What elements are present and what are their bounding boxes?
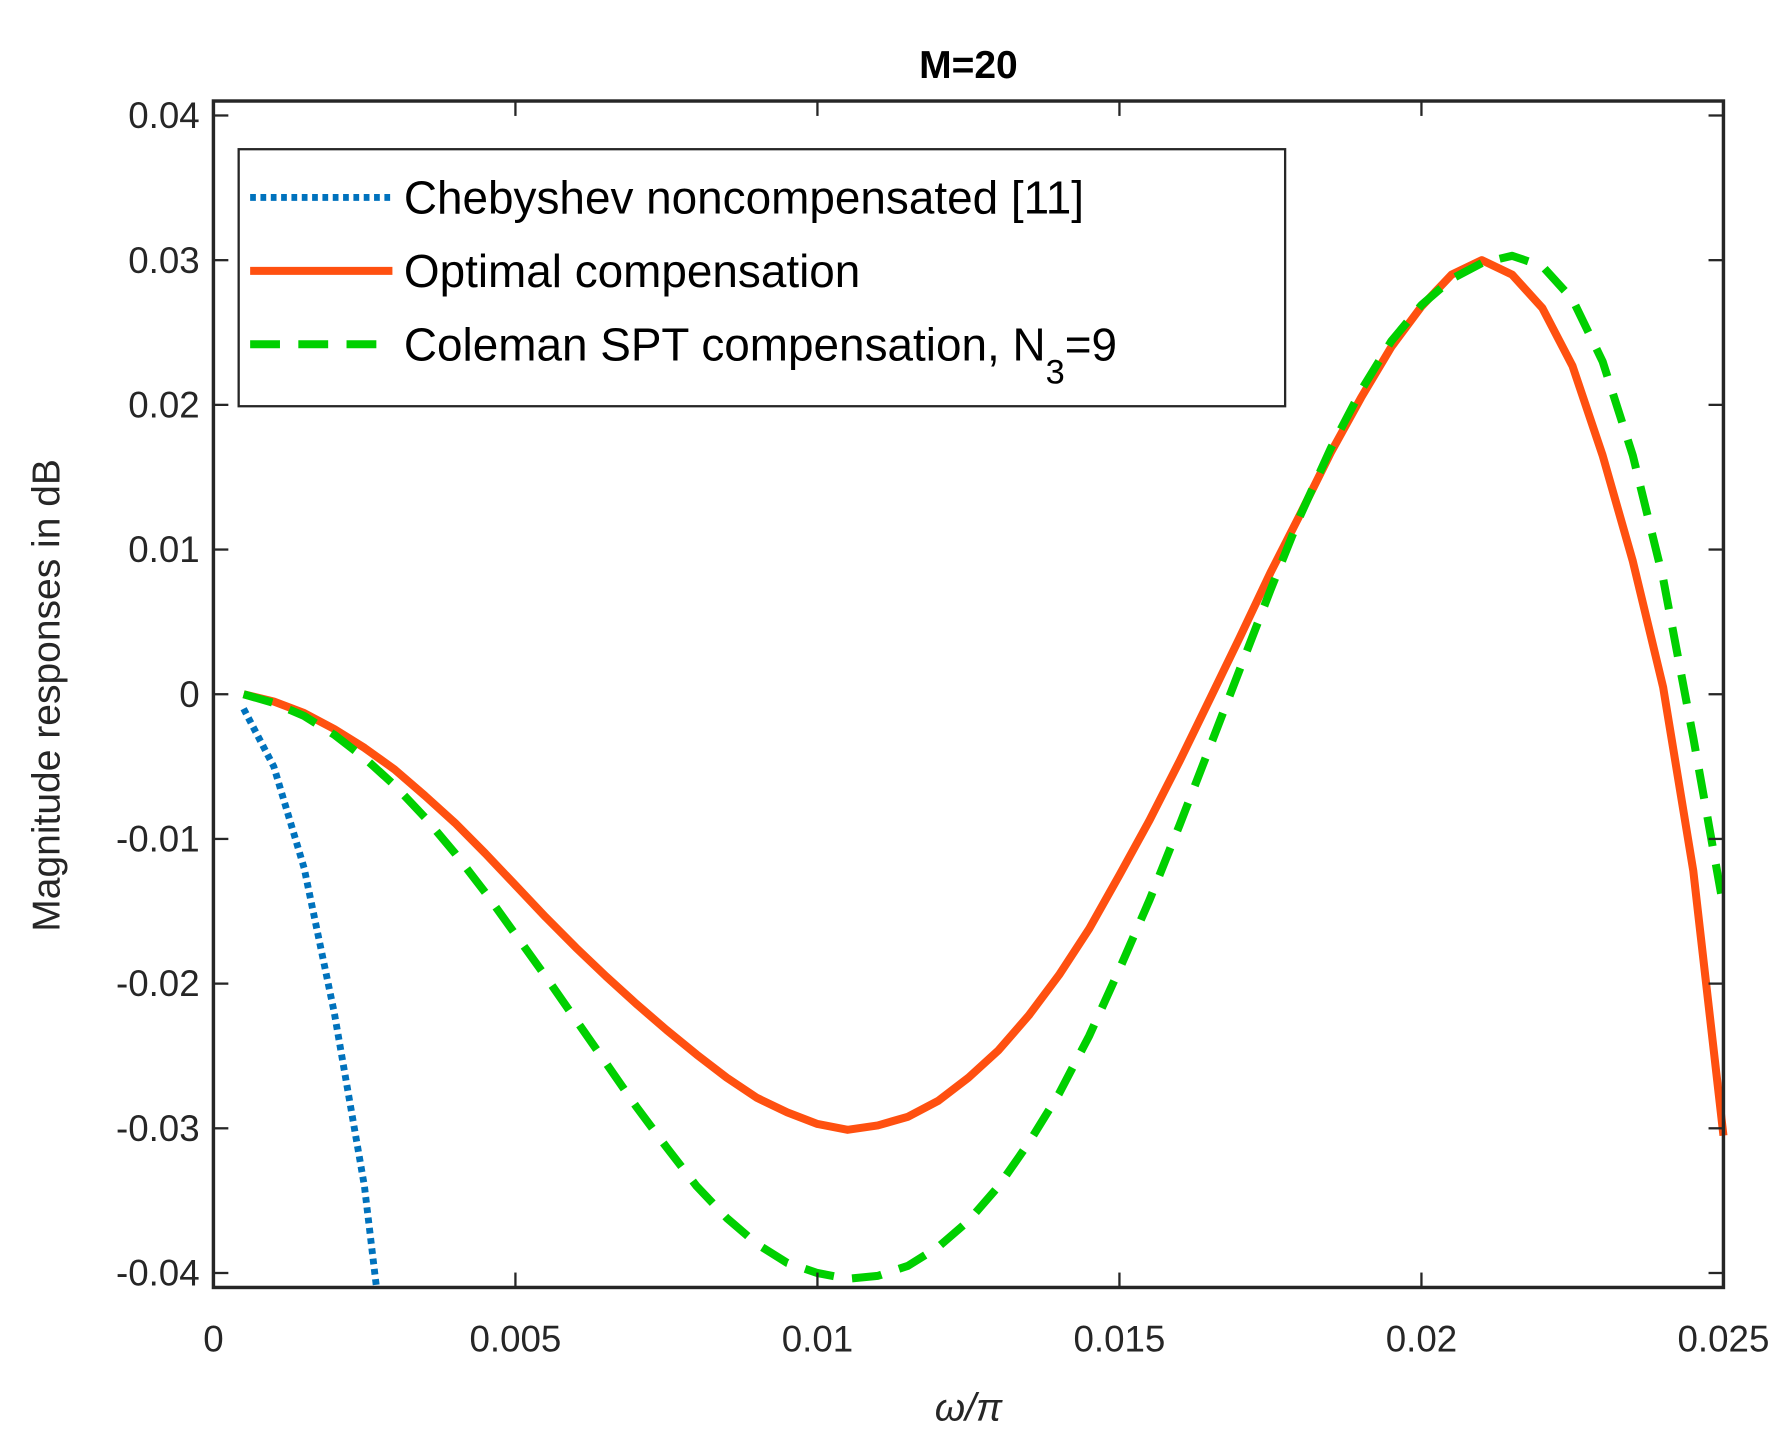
y-tick-label: -0.01 [116,819,200,860]
series-line-chebyshev [240,707,380,1288]
legend-label-coleman-main: Coleman SPT compensation, N [404,318,1046,370]
x-tick-label: 0.015 [1074,1319,1166,1360]
plot-lines [240,251,1728,1288]
x-tick-label: 0 [203,1319,223,1360]
y-tick-label: -0.02 [116,963,200,1004]
legend-label-optimal: Optimal compensation [404,245,860,297]
legend-label-coleman-subscript: 3 [1046,353,1065,391]
series-line-coleman [242,251,1728,1283]
y-tick-label: 0.01 [128,529,199,570]
y-tick-label: 0.02 [128,384,199,425]
x-tick-label: 0.025 [1678,1319,1770,1360]
y-tick-label: 0.04 [128,95,199,136]
y-tick-label: 0 [179,674,199,715]
x-axis-label: ω/π [935,1387,1003,1430]
legend-label-chebyshev: Chebyshev noncompensated [11] [404,171,1084,223]
x-tick-label: 0.01 [782,1319,853,1360]
x-tick-label: 0.005 [469,1319,561,1360]
legend-label-coleman: Coleman SPT compensation, N3=9 [404,318,1117,391]
legend-label-coleman-suffix: =9 [1065,318,1117,370]
x-tick-label: 0.02 [1386,1319,1457,1360]
legend: Chebyshev noncompensated [11] Optimal co… [237,148,1287,408]
axis-ticks: 0 0.005 0.01 0.015 0.02 0.025 -0.04 -0.03 -0.02 -… [116,95,1769,1360]
y-axis-label: Magnitude responses in dB [26,459,69,932]
y-tick-label: -0.03 [116,1108,200,1149]
legend-box [237,148,1287,408]
y-tick-label: -0.04 [116,1253,200,1294]
chart-title: M=20 [919,44,1018,87]
y-tick-label: 0.03 [128,240,199,281]
